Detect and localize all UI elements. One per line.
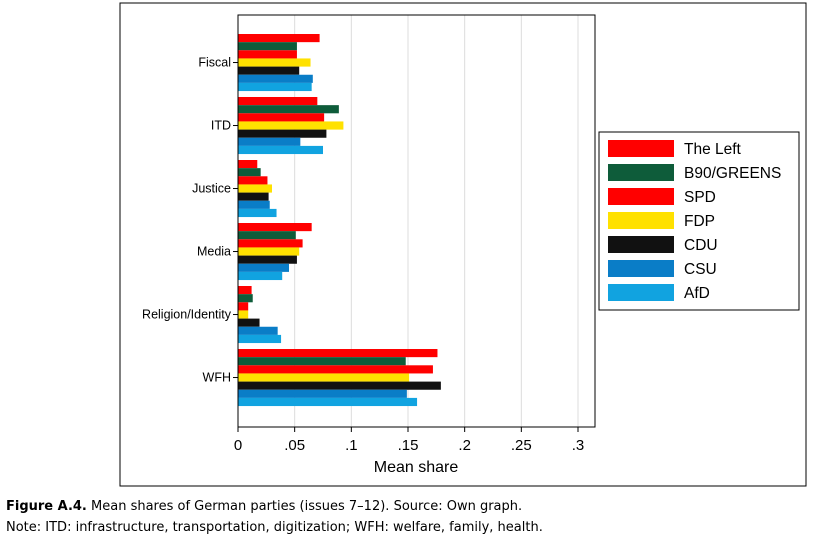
- bar-religion-identity-fdp: [238, 310, 249, 319]
- bar-religion-identity-b90-greens: [238, 294, 253, 303]
- bar-justice-afd: [238, 208, 277, 218]
- x-tick-label: .2: [458, 437, 471, 454]
- bar-religion-identity-cdu: [238, 318, 260, 327]
- bar-itd-cdu: [238, 129, 327, 138]
- bar-justice-cdu: [238, 192, 269, 201]
- bar-justice-the-left: [238, 160, 258, 169]
- bar-itd-the-left: [238, 97, 318, 106]
- bar-media-the-left: [238, 223, 312, 232]
- bar-religion-identity-csu: [238, 326, 278, 335]
- bar-fiscal-spd: [238, 50, 297, 59]
- bar-itd-afd: [238, 145, 323, 155]
- y-axis-ticks: Fiscal ITD Justice Media Religion/Identity WF…: [142, 56, 238, 385]
- bar-itd-fdp: [238, 121, 344, 130]
- bar-fiscal-b90-greens: [238, 42, 297, 51]
- y-tick-label: ITD: [211, 119, 231, 133]
- bar-fiscal-afd: [238, 82, 312, 92]
- legend-label: CDU: [684, 237, 718, 254]
- bar-media-b90-greens: [238, 231, 296, 240]
- bar-justice-fdp: [238, 184, 272, 193]
- y-tick-label: Justice: [192, 182, 231, 196]
- y-tick-label: Religion/Identity: [142, 308, 232, 322]
- bar-justice-spd: [238, 176, 268, 185]
- x-axis-label: Mean share: [374, 459, 459, 476]
- bar-wfh-csu: [238, 389, 407, 398]
- legend-swatch: [608, 164, 674, 181]
- x-tick-label: .1: [345, 437, 358, 454]
- bar-religion-identity-the-left: [238, 286, 252, 295]
- bar-media-cdu: [238, 255, 297, 264]
- legend: The Left B90/GREENS SPD FDP CDU CSU AfD: [598, 131, 800, 311]
- bar-media-csu: [238, 263, 289, 272]
- bar-itd-csu: [238, 137, 301, 146]
- legend-label: CSU: [684, 261, 717, 278]
- bar-wfh-b90-greens: [238, 357, 406, 366]
- bars: [238, 34, 441, 407]
- legend-label: AfD: [684, 285, 710, 302]
- legend-label: The Left: [684, 141, 742, 158]
- bar-religion-identity-spd: [238, 302, 249, 311]
- bar-itd-spd: [238, 113, 325, 122]
- x-tick-label: 0: [234, 437, 242, 454]
- legend-swatch: [608, 188, 674, 205]
- y-tick-label: WFH: [203, 371, 231, 385]
- caption-text: Mean shares of German parties (issues 7–…: [86, 499, 523, 514]
- y-tick-label: Fiscal: [198, 56, 231, 70]
- figure-caption: Figure A.4. Mean shares of German partie…: [6, 499, 522, 514]
- bar-wfh-spd: [238, 365, 433, 374]
- bar-wfh-afd: [238, 397, 418, 407]
- bar-wfh-cdu: [238, 381, 441, 390]
- bar-fiscal-csu: [238, 74, 313, 83]
- bar-media-fdp: [238, 247, 300, 256]
- bar-wfh-fdp: [238, 373, 410, 382]
- legend-swatch: [608, 212, 674, 229]
- bar-fiscal-the-left: [238, 34, 320, 43]
- legend-label: B90/GREENS: [684, 165, 781, 182]
- legend-label: SPD: [684, 189, 716, 206]
- bar-justice-csu: [238, 200, 270, 209]
- figure-label: Figure A.4.: [6, 499, 87, 514]
- bar-religion-identity-afd: [238, 334, 282, 344]
- legend-swatch: [608, 140, 674, 157]
- bar-justice-b90-greens: [238, 168, 261, 177]
- legend-swatch: [608, 284, 674, 301]
- legend-label: FDP: [684, 213, 715, 230]
- x-tick-label: .3: [572, 437, 585, 454]
- legend-swatch: [608, 260, 674, 277]
- figure-note: Note: ITD: infrastructure, transportatio…: [6, 520, 543, 535]
- x-tick-label: .05: [284, 437, 305, 454]
- bar-fiscal-fdp: [238, 58, 311, 67]
- legend-swatch: [608, 236, 674, 253]
- plot-area-border: [237, 14, 596, 428]
- bar-fiscal-cdu: [238, 66, 300, 75]
- bar-media-spd: [238, 239, 303, 248]
- x-tick-label: .15: [398, 437, 419, 454]
- bar-media-afd: [238, 271, 283, 281]
- bar-itd-b90-greens: [238, 105, 339, 114]
- x-axis-ticks: 0 .05 .1 .15 .2 .25 .3: [234, 427, 584, 454]
- y-tick-label: Media: [197, 245, 231, 259]
- bar-wfh-the-left: [238, 349, 438, 358]
- x-tick-label: .25: [511, 437, 532, 454]
- chart-figure: Fiscal ITD Justice Media Religion/Identity WF…: [119, 2, 807, 487]
